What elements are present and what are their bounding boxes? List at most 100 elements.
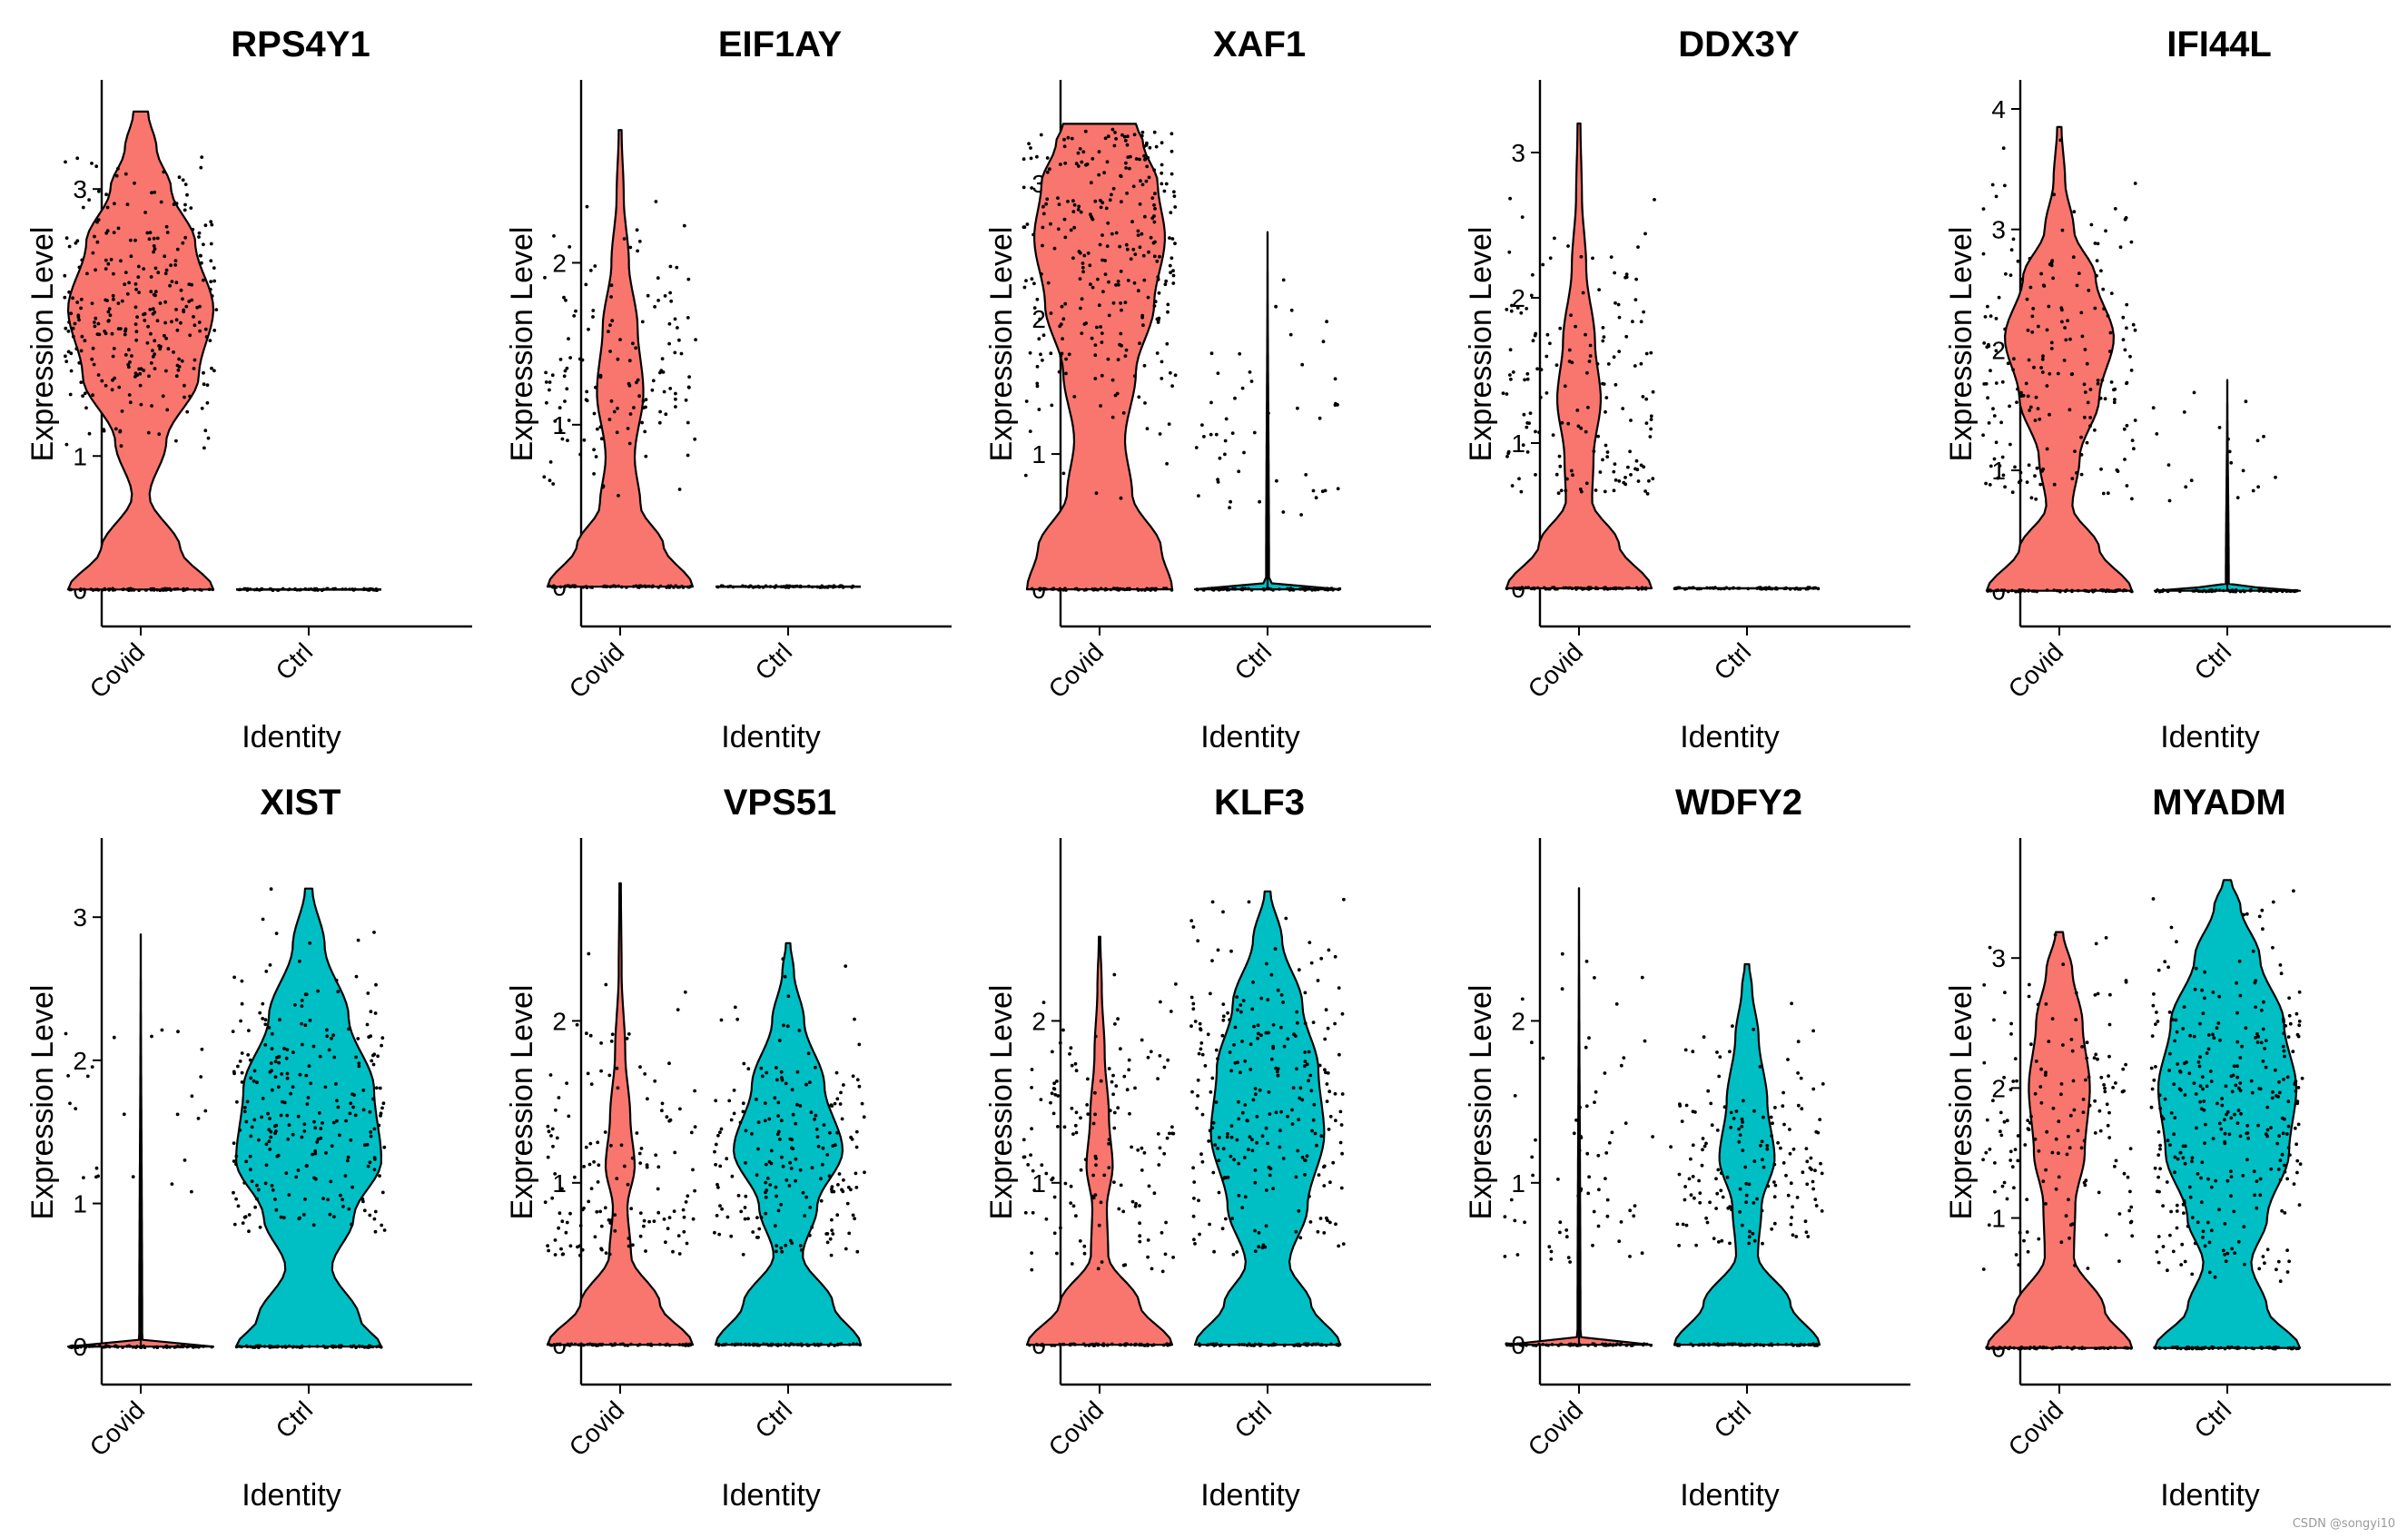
- data-point: [2192, 390, 2196, 395]
- data-point: [844, 964, 848, 968]
- data-point: [1549, 1249, 1554, 1254]
- data-point: [288, 587, 291, 591]
- data-point: [1619, 1220, 1623, 1224]
- data-point: [2026, 1249, 2030, 1254]
- data-point: [1781, 1090, 1785, 1095]
- data-point: [1605, 455, 1610, 458]
- data-point: [2252, 1169, 2256, 1174]
- data-point: [1239, 1010, 1243, 1014]
- data-point: [1324, 1008, 1328, 1012]
- data-point: [1525, 377, 1530, 381]
- data-point: [2220, 1097, 2224, 1100]
- data-point: [2099, 467, 2103, 471]
- data-point: [200, 261, 203, 265]
- data-point: [2041, 354, 2045, 359]
- data-point: [2275, 589, 2278, 593]
- data-point: [1028, 350, 1032, 355]
- data-point: [2207, 1240, 2212, 1245]
- data-point: [1317, 1173, 1321, 1177]
- data-point: [1132, 374, 1137, 378]
- data-point: [255, 1080, 259, 1085]
- data-point: [2012, 357, 2016, 361]
- data-point: [1309, 1089, 1314, 1093]
- data-point: [2166, 1268, 2169, 1273]
- data-point: [1143, 401, 1147, 405]
- data-point: [715, 585, 720, 589]
- data-point: [794, 1178, 797, 1183]
- data-point: [1093, 587, 1097, 591]
- data-point: [1094, 1163, 1098, 1168]
- data-point: [795, 1102, 799, 1107]
- data-point: [1157, 291, 1161, 295]
- data-point: [1192, 1180, 1197, 1184]
- data-point: [127, 348, 131, 352]
- data-point: [1071, 256, 1075, 261]
- data-point: [2070, 1049, 2075, 1053]
- data-point: [1230, 1217, 1234, 1220]
- data-point: [1991, 1346, 1996, 1349]
- data-point: [830, 1104, 834, 1108]
- data-point: [1767, 586, 1771, 589]
- data-point: [1544, 587, 1548, 591]
- data-point: [2261, 927, 2265, 932]
- data-point: [2107, 1022, 2112, 1027]
- data-point: [582, 1343, 586, 1347]
- data-point: [1099, 404, 1102, 408]
- data-point: [266, 1111, 270, 1116]
- data-point: [2077, 588, 2080, 593]
- data-point: [301, 1042, 304, 1047]
- data-point: [300, 999, 304, 1002]
- data-point: [316, 989, 320, 993]
- data-point: [1992, 414, 1997, 418]
- data-point: [1991, 1099, 1995, 1103]
- data-point: [593, 1343, 597, 1347]
- data-point: [1021, 185, 1026, 190]
- data-point: [293, 1003, 297, 1007]
- data-point: [2161, 1204, 2165, 1208]
- data-point: [595, 1209, 599, 1214]
- data-point: [354, 974, 359, 979]
- data-point: [2049, 263, 2054, 268]
- data-point: [1214, 432, 1219, 437]
- data-point: [574, 309, 577, 313]
- data-point: [146, 430, 151, 435]
- data-point: [71, 326, 75, 330]
- data-point: [1702, 1343, 1706, 1346]
- data-point: [258, 1225, 262, 1229]
- data-point: [2223, 1141, 2227, 1146]
- data-point: [1196, 1094, 1199, 1098]
- data-point: [1148, 145, 1152, 150]
- data-point: [1284, 916, 1288, 921]
- data-point: [69, 351, 74, 356]
- data-point: [2283, 1169, 2287, 1174]
- data-point: [1096, 587, 1100, 592]
- x-tick-label: Covid: [84, 1395, 151, 1462]
- data-point: [2048, 371, 2052, 376]
- data-point: [261, 1001, 265, 1006]
- data-point: [1550, 1343, 1554, 1346]
- data-point: [1643, 489, 1647, 493]
- data-point: [1721, 1195, 1725, 1199]
- data-point: [1985, 345, 1989, 350]
- data-point: [1217, 1190, 1221, 1195]
- data-point: [2161, 1117, 2166, 1121]
- data-point: [1791, 1147, 1796, 1151]
- data-point: [1039, 352, 1042, 357]
- data-point: [1760, 587, 1764, 591]
- data-point: [190, 298, 194, 302]
- data-point: [2070, 477, 2075, 480]
- y-tick-label: 2: [1031, 1007, 1046, 1035]
- data-point: [563, 1343, 567, 1347]
- data-point: [1669, 1145, 1673, 1149]
- data-point: [785, 1178, 789, 1182]
- data-point: [1128, 166, 1131, 171]
- data-point: [1709, 1101, 1713, 1106]
- data-point: [677, 1252, 682, 1256]
- data-point: [1592, 1209, 1596, 1214]
- data-point: [1572, 1131, 1576, 1136]
- data-point: [554, 586, 558, 589]
- data-point: [231, 1030, 235, 1033]
- data-point: [2240, 1044, 2244, 1049]
- data-point: [1145, 427, 1150, 430]
- data-point: [739, 1342, 743, 1346]
